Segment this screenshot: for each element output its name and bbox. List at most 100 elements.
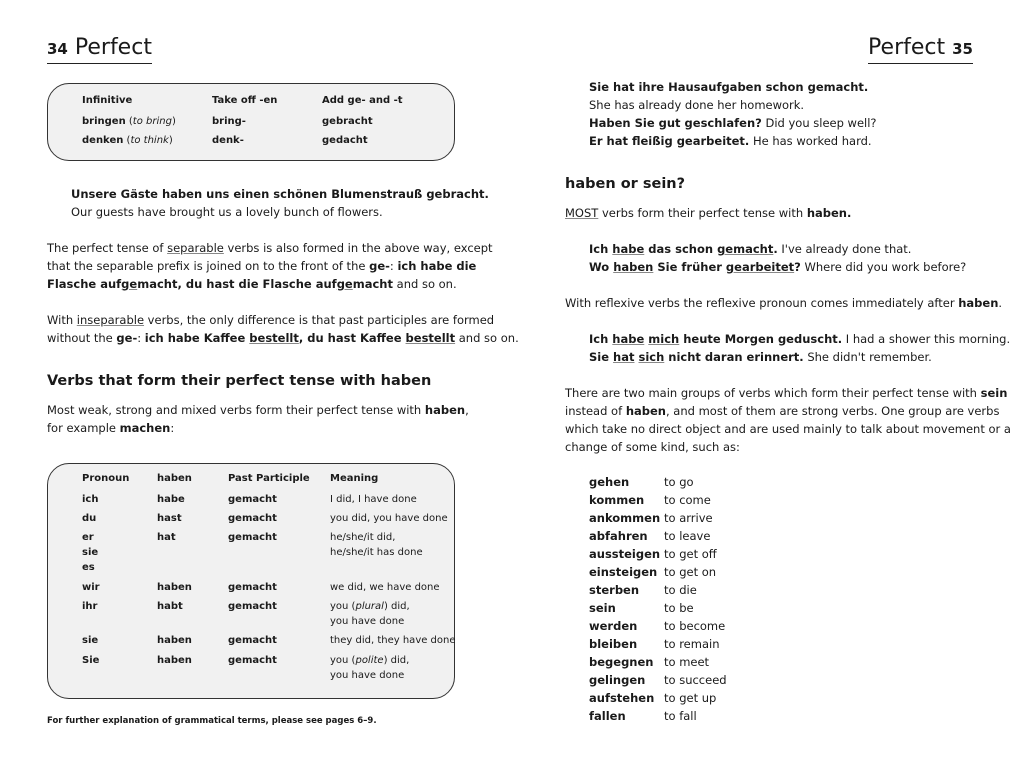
table-header: Add ge- and -t [322,95,403,106]
text-run: gemacht [228,532,277,543]
text-run: to bring [132,116,172,127]
section-heading: haben or sein? [565,176,686,192]
text-run: polite [355,655,384,666]
text-line: he/she/it did, [330,530,423,545]
text-line: without the ge-: ich habe Kaffee bestell… [47,329,519,347]
text-line: wir [82,580,100,595]
text-run: Er hat fleißig gearbeitet. [589,134,750,148]
text-run: ( [125,116,133,127]
text-run: : [389,259,398,273]
table-cell: you (polite) did, you have done [330,653,409,683]
verb-german: sterben [589,583,640,597]
table-cell: I did, I have done [330,492,417,507]
text-line: ich [82,492,98,507]
verb-german: gehen [589,475,630,489]
text-line: gemacht [228,580,277,595]
text-run: ich habe die [397,259,477,273]
text-run: With reflexive verbs the reflexive prono… [565,296,959,310]
verb-english: to die [664,583,697,597]
text-run: du [82,513,97,524]
running-title: Perfect [74,35,152,60]
text-run: sein [980,386,1008,400]
text-run: verbs, the only difference is that past … [144,313,495,327]
text-run: he/she/it has done [330,547,423,558]
text-line: Ich habe mich heute Morgen geduscht. I h… [589,330,1010,348]
text-line: you (plural) did, [330,599,410,614]
table-cell: haben [157,580,192,595]
text-run: gemacht [717,242,774,256]
text-run: es [82,562,95,573]
text-run: Where did you work before? [800,260,967,274]
text-run: ge- [369,259,390,273]
text-line: bringen (to bring) [82,114,176,129]
text-run: MOST [565,206,599,220]
table-header: haben [157,473,192,484]
text-line: ihr [82,599,97,614]
text-line: Our guests have brought us a lovely bunc… [71,203,489,221]
text-run: he/she/it did, [330,532,396,543]
text-run: haben. [806,206,852,220]
text-run: He has worked hard. [749,134,872,148]
text-run: haben [958,296,999,310]
text-run: er [82,532,94,543]
verb-german: werden [589,619,638,633]
text-run: gemacht [228,655,277,666]
text-run: Wo [589,260,614,274]
text-line: She has already done her homework. [589,96,877,114]
conjugation-table-machen [47,463,455,699]
text-run: bringen [82,116,126,127]
text-run: nicht daran erinnert. [664,350,804,364]
table-cell: gemacht [228,530,277,545]
text-run: denken [82,135,124,146]
verb-german: gelingen [589,673,646,687]
verb-english: to get on [664,565,717,579]
text-run: Sie hat ihre Hausaufgaben schon gemacht. [589,80,869,94]
text-line: Er hat fleißig gearbeitet. He has worked… [589,132,877,150]
paragraph-most-verbs: MOST verbs form their perfect tense with… [565,204,851,222]
text-run: Sie früher [653,260,726,274]
verb-english: to get off [664,547,717,561]
table-cell: bringen (to bring) [82,114,176,129]
section-heading: Verbs that form their perfect tense with… [47,373,432,389]
table-cell: hast [157,511,182,526]
text-line: I did, I have done [330,492,417,507]
text-run: ) did, [383,601,410,612]
text-run: ) [171,116,176,127]
text-run: heute Morgen geduscht. [679,332,843,346]
text-run: gemacht [228,582,277,593]
text-run: instead of [565,404,626,418]
text-line: er [82,530,98,545]
text-run: habe [612,332,645,346]
text-run: macht, du hast die Flasche auf [137,277,337,291]
text-run: you have done [330,616,405,627]
table-cell: gemacht [228,633,277,648]
text-run: that the separable prefix is joined on t… [47,259,370,273]
text-line: gemacht [228,530,277,545]
text-run: hat [613,350,635,364]
table-cell: we did, we have done [330,580,440,595]
text-run: ) did, [383,655,410,666]
table-header: Pronoun [82,473,130,484]
text-line: bring- [212,114,246,129]
text-line: gedacht [322,133,368,148]
text-run: gearbeitet [725,260,795,274]
text-line: denk- [212,133,244,148]
text-line: Sie [82,653,99,668]
page-number: 34 [47,40,68,58]
text-line: gemacht [228,511,277,526]
table-cell: he/she/it did, he/she/it has done [330,530,423,560]
examples-top: Sie hat ihre Hausaufgaben schon gemacht.… [589,78,877,150]
text-run: bring- [212,116,246,127]
text-line: he/she/it has done [330,545,423,560]
text-line: The perfect tense of separable verbs is … [47,239,493,257]
text-run: Haben Sie gut geschlafen? [589,116,762,130]
table-cell: sie [82,633,98,648]
text-run: we did, we have done [330,582,440,593]
text-line: you did, you have done [330,511,448,526]
text-line: sie [82,633,98,648]
verb-english: to get up [664,691,717,705]
running-header-right: Perfect 35 [868,34,973,64]
text-line: With inseparable verbs, the only differe… [47,311,519,329]
text-run: change of some kind, such as: [565,440,740,454]
verb-english: to remain [664,637,720,651]
